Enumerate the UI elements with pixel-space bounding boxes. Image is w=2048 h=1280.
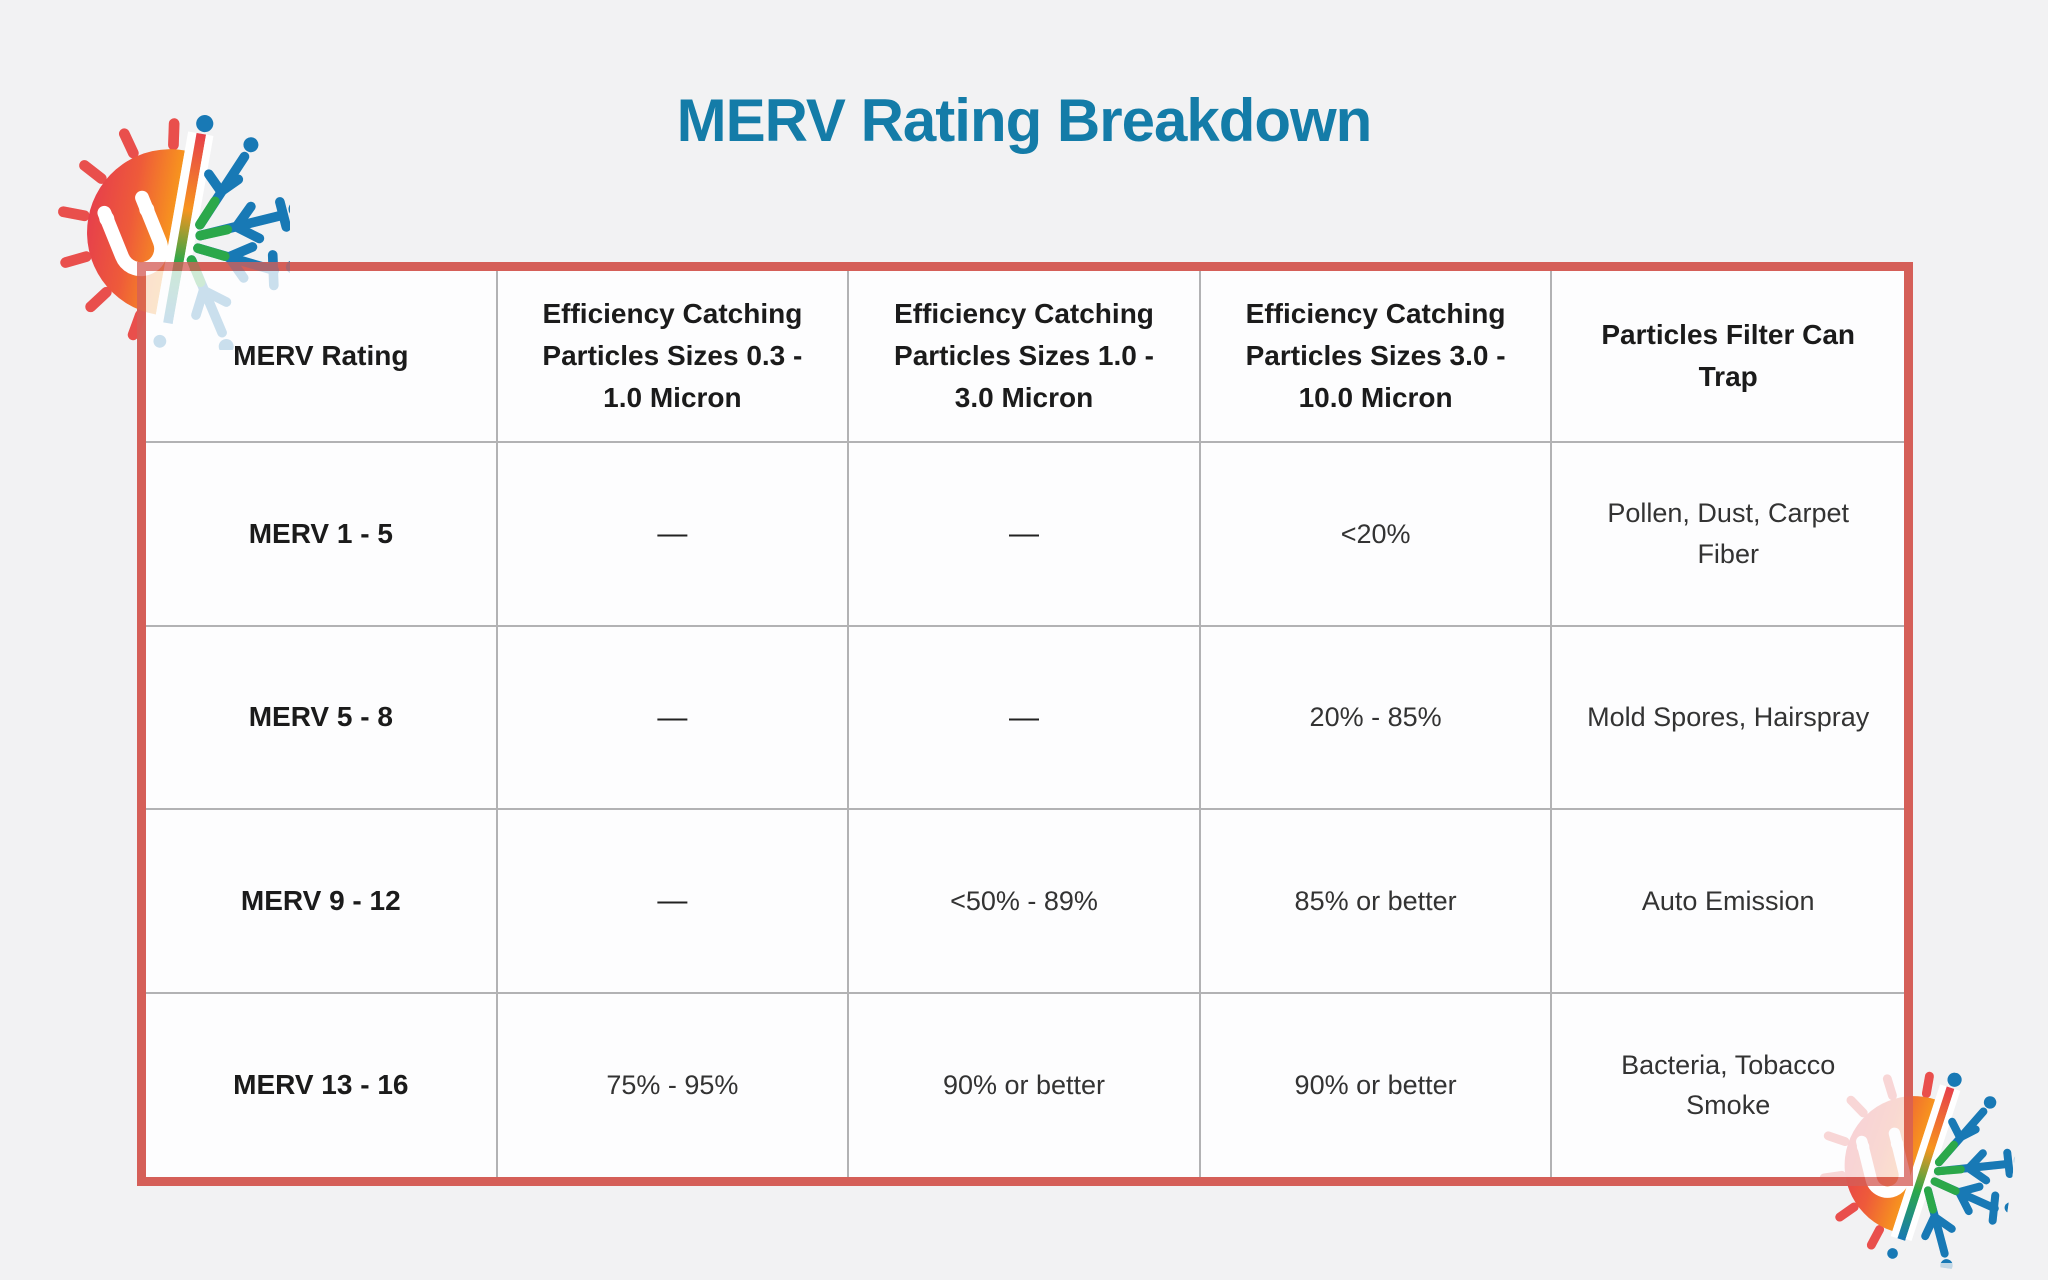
table-cell: Bacteria, Tobacco Smoke [1621,1049,1836,1121]
table-cell: Pollen, Dust, Carpet Fiber [1552,443,1904,627]
table-cell: — [497,626,850,810]
table-cell: 75% - 95% [498,993,850,1177]
column-header-particles-trapped: Particles Filter Can Trap [1552,271,1904,443]
column-header-efficiency-0.3-1.0: Efficiency Catching Particles Sizes 0.3 … [497,271,850,443]
page-title: MERV Rating Breakdown [676,87,1373,154]
sun-snowflake-logo-icon [55,115,290,350]
merv-rating-table: MERV Rating Efficiency Catching Particle… [137,262,1913,1186]
table-cell: 90% or better [849,993,1201,1177]
row-label-merv-9-12: MERV 9 - 12 [146,810,498,994]
table-cell: <50% - 89% [849,810,1201,994]
table-cell: Mold Spores, Hairspray [1552,627,1904,810]
row-label-merv-1-5: MERV 1 - 5 [146,443,498,627]
sun-snowflake-logo-icon [1818,1068,2013,1263]
table-cell: — [497,810,850,994]
column-header-efficiency-1.0-3.0: Efficiency Catching Particles Sizes 1.0 … [849,271,1201,443]
table-cell: 90% or better [1201,993,1553,1177]
table-cell: — [497,443,850,627]
table-cell: — [849,443,1201,627]
table-cell: <20% [1200,443,1553,627]
column-header-efficiency-3.0-10.0: Efficiency Catching Particles Sizes 3.0 … [1200,271,1553,443]
table-cell: — [849,626,1201,810]
row-label-merv-5-8: MERV 5 - 8 [146,626,498,810]
column-header-merv-rating: MERV Rating [146,271,498,443]
table-cell: Auto Emission [1552,810,1904,994]
table-cell: 85% or better [1200,810,1553,994]
table-cell: 20% - 85% [1200,626,1553,810]
row-label-merv-13-16: MERV 13 - 16 [146,993,498,1177]
